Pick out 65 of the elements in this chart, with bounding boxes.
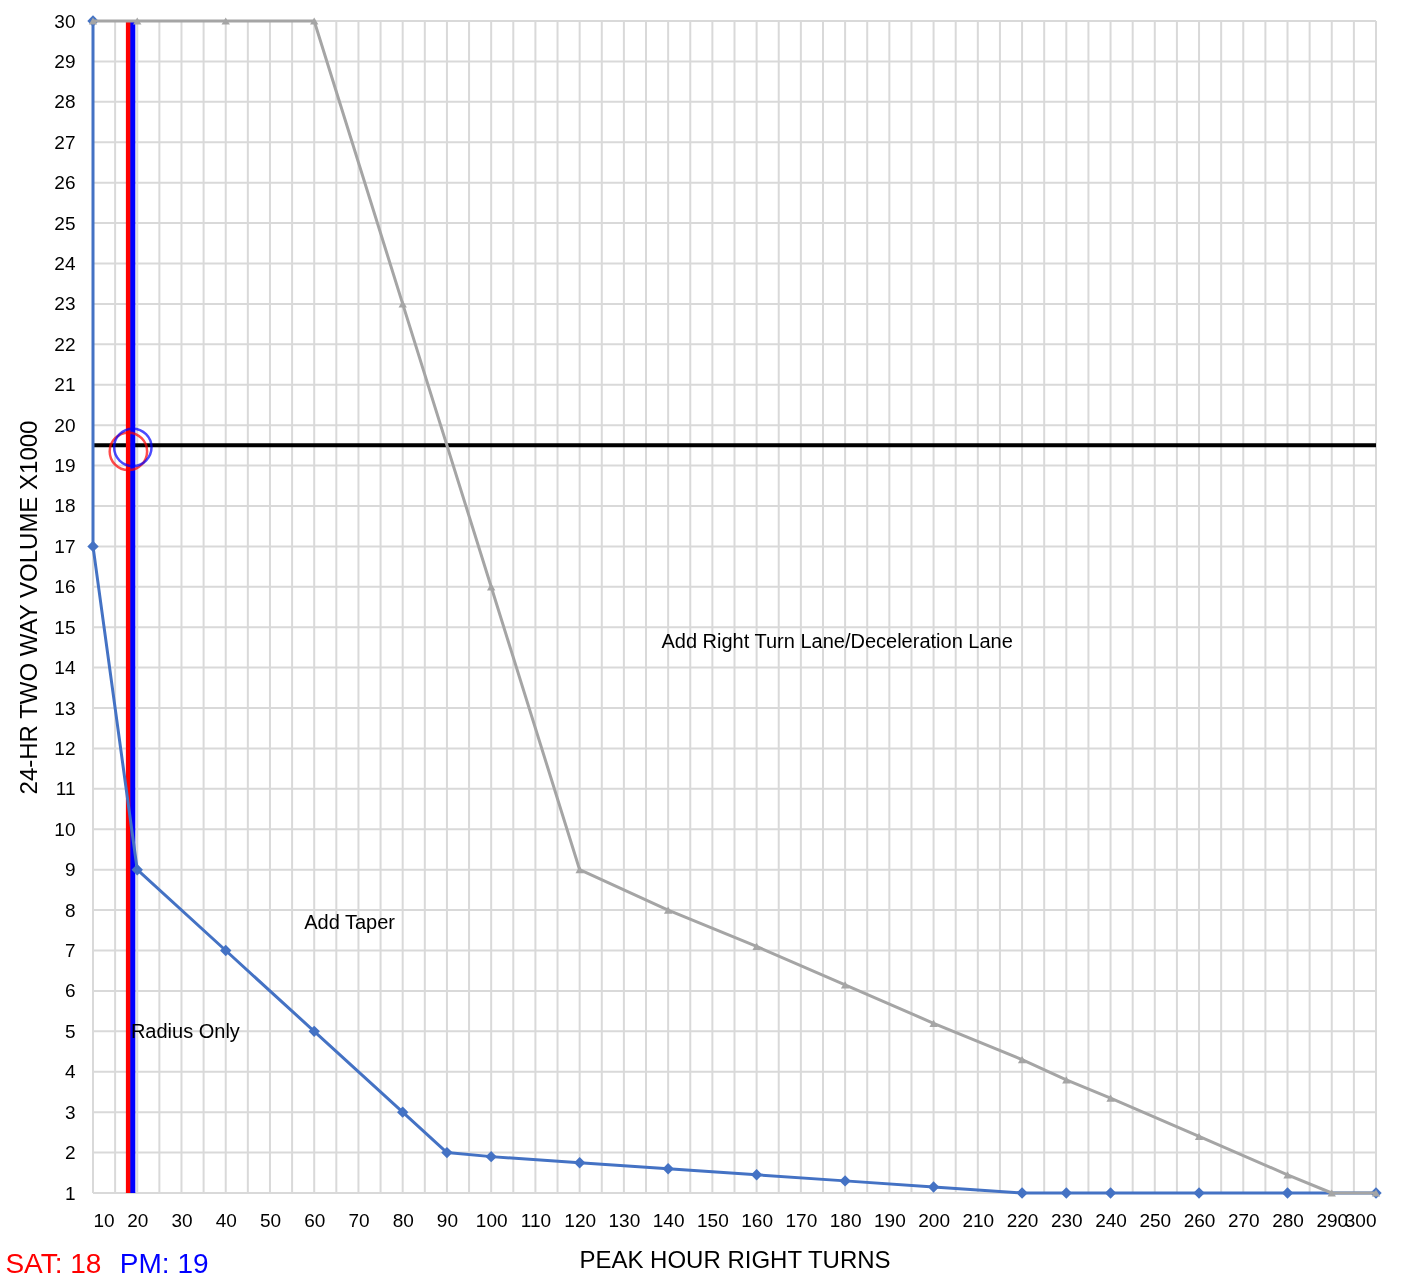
- x-tick-label: 180: [829, 1209, 862, 1231]
- y-tick-label: 18: [54, 495, 76, 517]
- y-tick-label: 3: [64, 1101, 76, 1123]
- x-tick-label: 290: [1316, 1209, 1349, 1231]
- y-tick-label: 14: [54, 657, 76, 679]
- y-tick-label: 30: [54, 10, 76, 32]
- x-tick-label: 160: [741, 1209, 773, 1231]
- x-tick-label: 50: [259, 1209, 282, 1231]
- x-tick-label: 240: [1095, 1209, 1127, 1231]
- x-tick-label: 280: [1272, 1209, 1304, 1231]
- y-tick-label: 6: [64, 980, 76, 1002]
- x-tick-label: 30: [171, 1209, 193, 1231]
- y-tick-label: 27: [54, 131, 76, 153]
- x-tick-label: 60: [304, 1209, 326, 1231]
- x-tick-label: 110: [520, 1209, 552, 1231]
- x-tick-label: 80: [392, 1209, 414, 1231]
- x-tick-label: 170: [785, 1209, 818, 1231]
- annotation: Add Taper: [304, 911, 396, 934]
- y-tick-label: 23: [54, 293, 76, 315]
- x-axis-title: PEAK HOUR RIGHT TURNS: [579, 1245, 891, 1273]
- y-tick-label: 8: [64, 899, 76, 921]
- y-tick-label: 12: [54, 737, 76, 759]
- x-tick-label: 250: [1139, 1209, 1172, 1231]
- x-tick-label: 200: [918, 1209, 950, 1231]
- y-tick-label: 21: [54, 374, 76, 396]
- x-tick-label: 20: [127, 1209, 149, 1231]
- x-tick-label: 220: [1006, 1209, 1039, 1231]
- y-tick-label: 24: [54, 252, 76, 274]
- y-tick-label: 4: [64, 1061, 76, 1083]
- y-tick-label: 15: [54, 616, 76, 638]
- x-tick-label: 90: [436, 1209, 458, 1231]
- y-tick-label: 9: [64, 859, 76, 881]
- annotation: Add Right Turn Lane/Deceleration Lane: [661, 630, 1013, 653]
- x-tick-label: 230: [1050, 1209, 1083, 1231]
- x-tick-label: 10: [93, 1209, 115, 1231]
- y-tick-label: 17: [54, 535, 76, 557]
- y-tick-label: 25: [54, 212, 76, 234]
- y-tick-label: 5: [64, 1020, 76, 1042]
- x-tick-label: 40: [215, 1209, 237, 1231]
- x-tick-label: 120: [564, 1209, 597, 1231]
- y-tick-label: 16: [54, 576, 76, 598]
- x-tick-label: 260: [1183, 1209, 1216, 1231]
- y-tick-label: 20: [54, 414, 76, 436]
- y-tick-label: 29: [54, 50, 76, 72]
- y-tick-label: 22: [54, 333, 76, 355]
- x-tick-label: 150: [697, 1209, 729, 1231]
- y-tick-label: 10: [54, 818, 76, 840]
- ref-line-label: PM: 19: [119, 1248, 209, 1277]
- y-axis-title: 24-HR TWO WAY VOLUME X1000: [15, 420, 43, 795]
- y-tick-label: 2: [64, 1142, 76, 1164]
- y-tick-label: 13: [54, 697, 76, 719]
- y-tick-label: 26: [54, 172, 76, 194]
- x-tick-label: 140: [652, 1209, 685, 1231]
- ref-line-label: SAT: 18: [5, 1248, 102, 1277]
- y-tick-label: 11: [55, 778, 76, 800]
- y-tick-label: 19: [54, 455, 76, 477]
- x-tick-label: 270: [1227, 1209, 1260, 1231]
- y-tick-label: 28: [54, 91, 76, 113]
- x-tick-label: 210: [962, 1209, 995, 1231]
- x-tick-label: 100: [475, 1209, 508, 1231]
- x-tick-label: 70: [348, 1209, 370, 1231]
- y-tick-label: 7: [64, 940, 76, 962]
- x-tick-label: 130: [608, 1209, 641, 1231]
- x-tick-label: 190: [873, 1209, 906, 1231]
- y-tick-label: 1: [64, 1182, 76, 1204]
